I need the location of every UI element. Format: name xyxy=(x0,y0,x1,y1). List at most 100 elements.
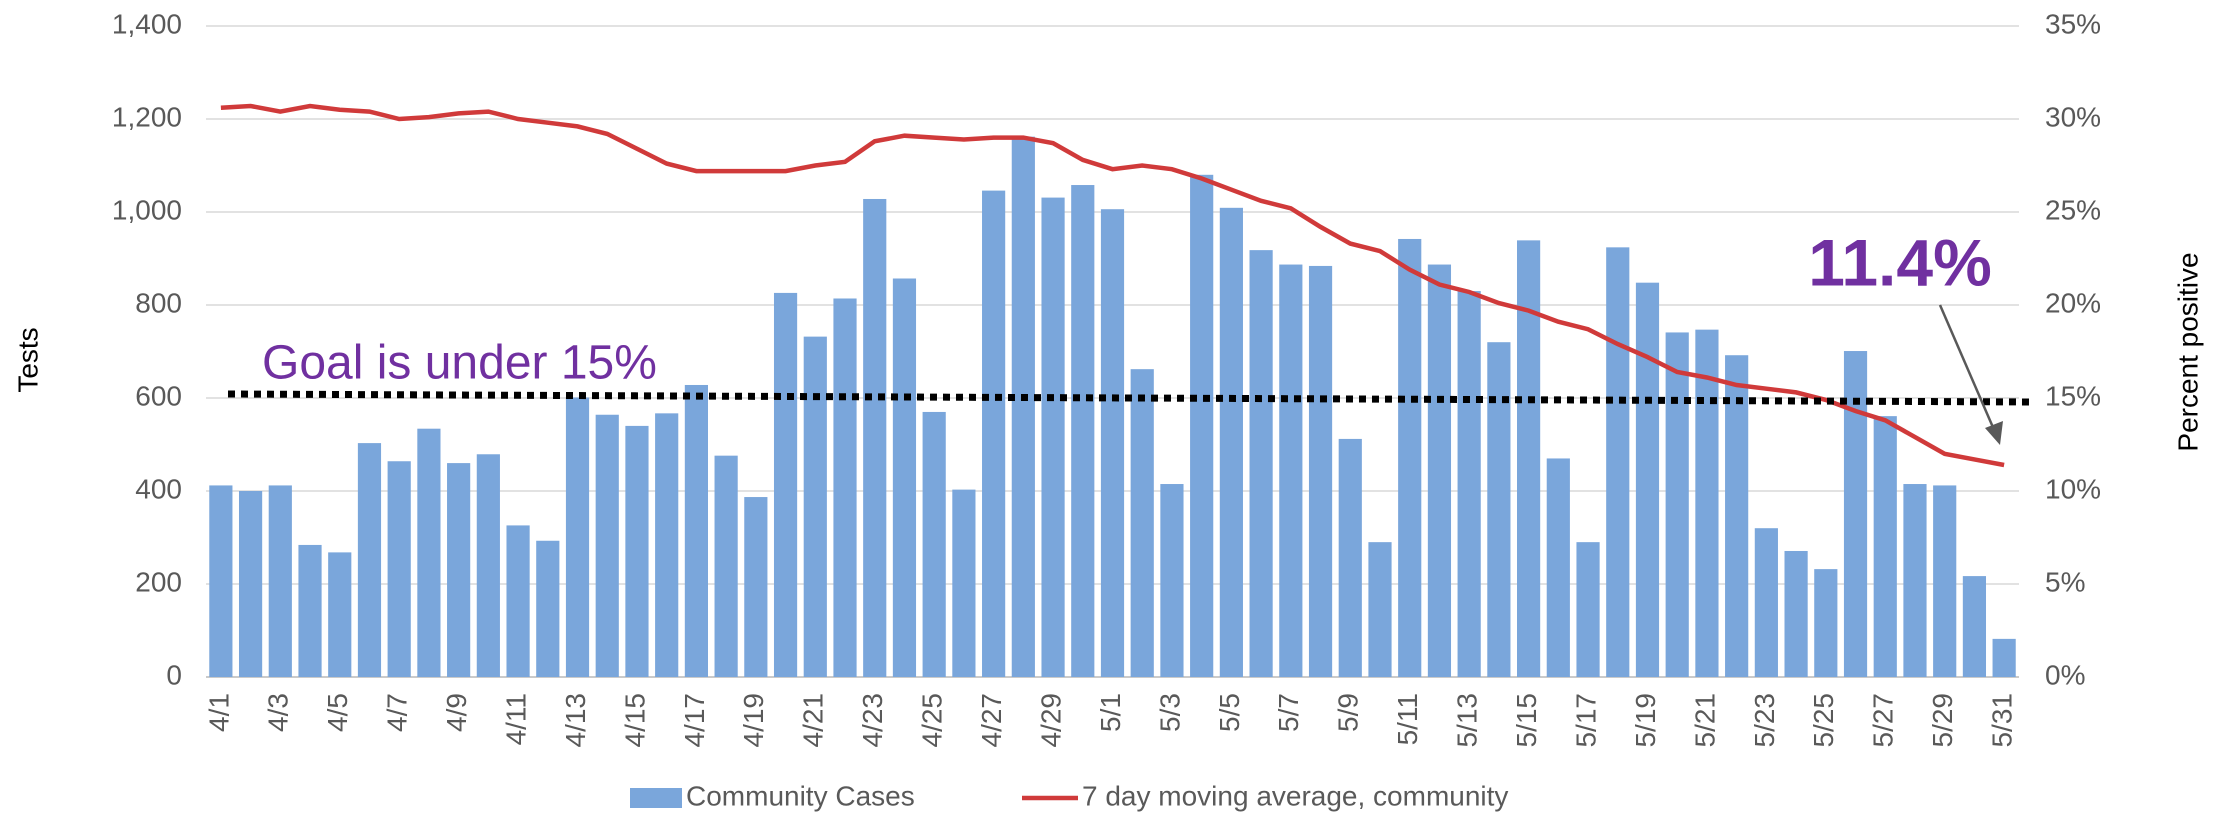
bar xyxy=(1011,136,1035,678)
x-tick-label: 4/9 xyxy=(441,693,472,732)
y-tick-label: 600 xyxy=(135,380,182,411)
legend-label: Community Cases xyxy=(686,780,915,811)
bar xyxy=(1962,576,1987,677)
x-tick-label: 5/9 xyxy=(1333,693,1364,732)
y2-tick-label: 10% xyxy=(2045,473,2101,504)
x-tick-label: 5/15 xyxy=(1511,693,1542,748)
x-tick-label: 5/19 xyxy=(1630,693,1661,748)
bar xyxy=(922,411,946,677)
bar xyxy=(803,336,827,677)
x-tick-label: 5/5 xyxy=(1214,693,1245,732)
x-tick-label: 5/1 xyxy=(1095,693,1126,732)
y-tick-label: 1,000 xyxy=(112,194,182,225)
bar xyxy=(892,278,917,677)
y-tick-label: 400 xyxy=(135,473,182,504)
bar xyxy=(982,190,1006,678)
bar xyxy=(238,491,263,677)
x-tick-label: 5/17 xyxy=(1570,693,1601,748)
annotation-arrowhead xyxy=(1985,421,2003,445)
bar xyxy=(476,454,500,677)
x-tick-label: 4/23 xyxy=(857,693,888,748)
bar xyxy=(1487,342,1511,677)
bar xyxy=(1308,265,1333,677)
x-tick-label: 4/29 xyxy=(1035,693,1066,748)
line-series xyxy=(220,103,2005,468)
x-tick-label: 4/1 xyxy=(203,693,234,732)
bar xyxy=(595,414,619,677)
x-tick-label: 4/25 xyxy=(917,693,948,748)
legend-label: 7 day moving average, community xyxy=(1082,780,1508,811)
bar xyxy=(1041,197,1065,677)
y2-axis-title: Percent positive xyxy=(2172,252,2203,451)
bar xyxy=(268,485,292,677)
y2-tick-label: 30% xyxy=(2045,101,2101,132)
x-tick-label: 4/13 xyxy=(560,693,591,748)
bar xyxy=(744,497,768,677)
bar xyxy=(1784,550,1808,677)
y2-tick-label: 5% xyxy=(2045,566,2085,597)
x-tick-label: 5/7 xyxy=(1273,693,1304,732)
bar xyxy=(1219,207,1243,677)
bar xyxy=(387,461,411,677)
bar xyxy=(684,384,708,677)
y-tick-label: 200 xyxy=(135,566,182,597)
bar xyxy=(1457,291,1481,677)
x-tick-label: 5/23 xyxy=(1749,693,1780,748)
x-tick-label: 4/17 xyxy=(679,693,710,748)
bar xyxy=(1427,264,1452,677)
bar xyxy=(1517,240,1541,678)
x-tick-label: 5/27 xyxy=(1868,693,1899,748)
bar xyxy=(1606,247,1630,677)
bar xyxy=(328,552,352,677)
bar xyxy=(357,443,382,677)
bar xyxy=(565,397,590,677)
bar xyxy=(1665,332,1689,677)
bar xyxy=(1100,209,1125,677)
bar xyxy=(1843,351,1868,677)
x-tick-label: 4/7 xyxy=(382,693,413,732)
bar xyxy=(536,540,560,677)
bar xyxy=(1546,458,1570,677)
x-tick-label: 4/11 xyxy=(500,693,531,745)
x-tick-label: 5/25 xyxy=(1808,693,1839,748)
y2-tick-label: 15% xyxy=(2045,380,2101,411)
bar xyxy=(1338,438,1362,677)
bar xyxy=(1190,174,1214,678)
bar xyxy=(1903,484,1927,677)
bar xyxy=(773,292,798,677)
bar xyxy=(1576,542,1600,677)
y-axis-title: Tests xyxy=(12,327,43,392)
y2-tick-label: 35% xyxy=(2045,8,2101,39)
x-tick-label: 5/11 xyxy=(1392,693,1423,745)
bar xyxy=(1160,484,1184,677)
x-tick-label: 5/3 xyxy=(1154,693,1185,732)
bar xyxy=(952,489,976,677)
bar xyxy=(1368,542,1392,677)
y-tick-label: 1,400 xyxy=(112,8,182,39)
y-tick-label: 800 xyxy=(135,287,182,318)
annotation: 11.4% xyxy=(1808,225,1992,299)
annotation: Goal is under 15% xyxy=(262,337,657,390)
bar xyxy=(506,525,530,677)
x-tick-label: 5/31 xyxy=(1987,693,2018,748)
annotation-arrow xyxy=(1938,304,1997,433)
x-tick-label: 4/27 xyxy=(976,693,1007,748)
bar xyxy=(1635,282,1660,677)
bar xyxy=(417,428,441,677)
x-tick-label: 4/15 xyxy=(619,693,650,748)
bar xyxy=(655,413,679,677)
bar xyxy=(298,544,322,677)
y2-tick-label: 0% xyxy=(2045,659,2085,690)
bar xyxy=(1873,416,1897,677)
bar xyxy=(833,298,857,677)
bar xyxy=(1992,638,2016,677)
bar xyxy=(1071,185,1095,677)
y-tick-label: 1,200 xyxy=(112,101,182,132)
bar xyxy=(1249,250,1273,677)
x-tick-label: 4/3 xyxy=(263,693,294,732)
bar xyxy=(863,198,887,678)
legend-swatch xyxy=(630,788,682,808)
y-tick-label: 0 xyxy=(166,659,182,690)
x-tick-label: 5/21 xyxy=(1689,693,1720,748)
